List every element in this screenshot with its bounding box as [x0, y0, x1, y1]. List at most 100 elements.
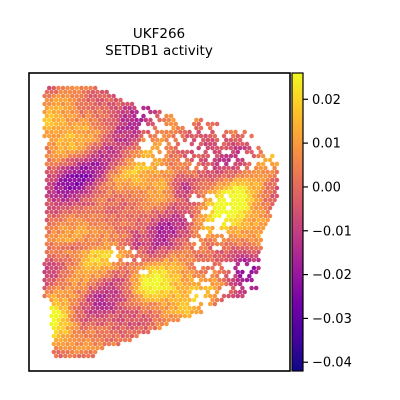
tissue-spot — [95, 289, 100, 295]
tissue-spot — [51, 261, 57, 267]
tissue-spot — [81, 353, 86, 359]
tissue-spot — [267, 173, 273, 179]
tissue-spot — [92, 189, 98, 195]
tissue-spot — [148, 117, 153, 123]
tissue-spot — [92, 269, 98, 275]
tissue-spot — [207, 277, 213, 283]
tissue-spot — [237, 177, 243, 183]
tissue-spot — [230, 181, 236, 187]
tissue-spot — [148, 285, 153, 291]
tissue-spot — [63, 113, 68, 119]
tissue-spot — [143, 197, 149, 203]
tissue-spot — [237, 273, 243, 279]
tissue-spot — [97, 309, 103, 315]
tissue-spot — [109, 209, 114, 215]
tissue-spot — [74, 181, 80, 187]
tissue-spot — [166, 173, 172, 179]
tissue-spot — [178, 129, 183, 135]
tissue-spot — [120, 109, 126, 115]
tissue-spot — [65, 85, 70, 91]
tissue-spot — [72, 113, 77, 119]
tissue-spot — [173, 145, 178, 151]
tissue-spot — [49, 129, 54, 135]
tissue-spot — [233, 185, 238, 191]
tissue-spot — [148, 253, 153, 259]
tissue-spot — [125, 261, 130, 267]
tissue-spot — [60, 325, 66, 331]
tissue-spot — [182, 297, 188, 303]
tissue-spot — [65, 101, 70, 107]
tissue-spot — [212, 157, 218, 163]
tissue-spot — [56, 269, 61, 275]
tissue-spot — [240, 245, 245, 251]
tissue-spot — [69, 293, 75, 299]
tissue-spot — [56, 285, 61, 291]
tissue-spot — [88, 309, 93, 315]
tissue-spot — [46, 245, 52, 251]
tissue-spot — [148, 301, 153, 307]
tissue-spot — [228, 185, 234, 191]
tissue-spot — [260, 225, 266, 231]
tissue-spot — [115, 125, 121, 131]
tissue-spot — [214, 233, 220, 239]
tissue-spot — [53, 145, 59, 151]
tissue-spot — [111, 293, 116, 299]
tissue-spot — [44, 265, 50, 271]
tissue-spot — [49, 145, 54, 151]
tissue-spot — [164, 289, 169, 295]
tissue-spot — [138, 293, 144, 299]
tissue-spot — [102, 205, 107, 211]
tissue-spot — [83, 173, 89, 179]
tissue-spot — [65, 149, 70, 155]
tissue-spot — [205, 137, 211, 143]
tissue-spot — [111, 309, 116, 315]
tissue-spot — [97, 93, 103, 99]
tissue-spot — [92, 333, 98, 339]
tissue-spot — [122, 113, 128, 119]
tissue-spot — [189, 205, 195, 211]
tissue-spot — [72, 337, 77, 343]
tissue-spot — [247, 249, 252, 255]
tissue-spot — [115, 309, 121, 315]
tissue-spot — [51, 221, 57, 227]
tissue-spot — [263, 173, 268, 179]
tissue-spot — [58, 113, 63, 119]
tissue-spot — [69, 117, 75, 123]
tissue-spot — [228, 241, 234, 247]
tissue-spot — [198, 309, 204, 315]
tissue-spot — [219, 241, 224, 247]
tissue-spot — [226, 237, 231, 243]
tissue-spot — [92, 93, 98, 99]
tissue-spot — [42, 125, 47, 131]
tissue-spot — [201, 185, 206, 191]
tissue-spot — [65, 277, 70, 283]
tissue-spot — [74, 197, 80, 203]
tissue-spot — [46, 101, 52, 107]
tissue-spot — [256, 161, 261, 167]
tissue-spot — [191, 153, 197, 159]
tissue-spot — [240, 173, 245, 179]
tissue-spot — [267, 189, 273, 195]
tissue-spot — [51, 325, 57, 331]
tissue-spot — [102, 269, 107, 275]
tissue-spot — [157, 245, 162, 251]
tissue-spot — [198, 125, 204, 131]
tissue-spot — [74, 245, 80, 251]
tissue-spot — [251, 177, 257, 183]
tissue-spot — [44, 233, 50, 239]
tissue-spot — [235, 293, 241, 299]
tissue-spot — [201, 249, 206, 255]
tissue-spot — [134, 221, 139, 227]
tissue-spot — [111, 277, 116, 283]
tissue-spot — [233, 137, 238, 143]
tissue-spot — [125, 109, 130, 115]
tissue-spot — [226, 229, 231, 235]
tissue-spot — [155, 233, 160, 239]
tissue-spot — [136, 305, 142, 311]
tissue-spot — [138, 173, 144, 179]
tissue-spot — [74, 237, 80, 243]
tissue-spot — [155, 321, 160, 327]
tissue-spot — [120, 165, 126, 171]
tissue-spot — [230, 277, 236, 283]
tissue-spot — [60, 189, 66, 195]
